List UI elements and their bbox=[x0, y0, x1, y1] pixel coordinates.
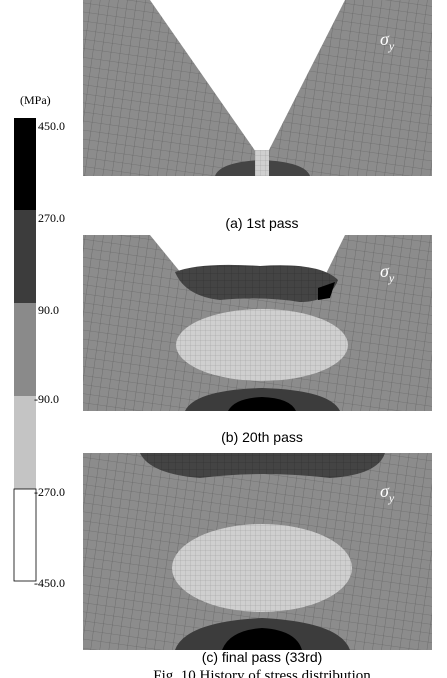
panel-b: σy (b) 20th pass bbox=[83, 235, 432, 445]
panel-a: σy (a) 1st pass bbox=[83, 0, 432, 231]
subscript: y bbox=[388, 271, 395, 285]
colorbar-unit: (MPa) bbox=[20, 93, 51, 107]
subscript: y bbox=[388, 491, 395, 505]
panel-caption: (c) final pass (33rd) bbox=[202, 649, 323, 665]
subscript: y bbox=[388, 39, 395, 53]
figure: (MPa) 450.0 270.0 90.0 -90.0 -270.0 -450… bbox=[0, 0, 447, 678]
stress-zone bbox=[172, 524, 352, 612]
colorbar-tick: 90.0 bbox=[38, 303, 59, 317]
colorbar-tick: 270.0 bbox=[38, 211, 65, 225]
panel-caption: (b) 20th pass bbox=[221, 429, 303, 445]
stress-zone bbox=[255, 150, 269, 176]
stress-zone bbox=[176, 309, 348, 381]
colorbar-tick: -270.0 bbox=[34, 485, 65, 499]
colorbar-tick: -450.0 bbox=[34, 576, 65, 590]
colorbar-tick: -90.0 bbox=[34, 392, 59, 406]
color-band bbox=[14, 210, 36, 303]
figure-caption: Fig. 10 History of stress distribution bbox=[153, 668, 371, 678]
color-band bbox=[14, 489, 36, 581]
color-band bbox=[14, 118, 36, 210]
panel-c: σy (c) final pass (33rd) bbox=[83, 453, 432, 665]
panel-caption: (a) 1st pass bbox=[225, 215, 298, 231]
color-band bbox=[14, 303, 36, 396]
colorbar: (MPa) 450.0 270.0 90.0 -90.0 -270.0 -450… bbox=[14, 93, 65, 590]
color-band bbox=[14, 396, 36, 489]
colorbar-tick: 450.0 bbox=[38, 119, 65, 133]
page: {"colorbar": {"unit": "(MPa)", "ticks": … bbox=[0, 0, 447, 678]
